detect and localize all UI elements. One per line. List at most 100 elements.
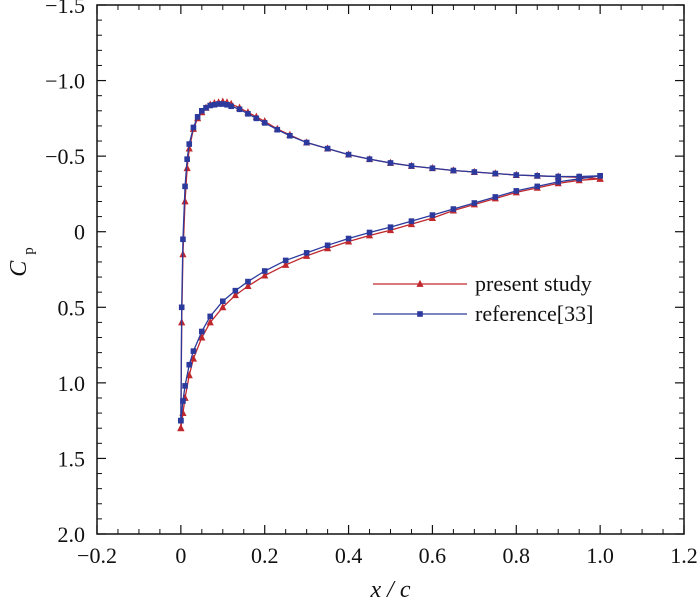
- data-point: [471, 169, 478, 175]
- data-point: [345, 151, 352, 158]
- y-tick-label: 2.0: [58, 522, 86, 547]
- data-point: [219, 101, 226, 107]
- data-point: [182, 183, 188, 190]
- data-point: [194, 114, 201, 120]
- data-point: [207, 313, 214, 320]
- data-point: [231, 290, 239, 299]
- data-point: [203, 104, 209, 111]
- data-point: [555, 179, 562, 185]
- x-tick-label: 0.4: [335, 543, 363, 568]
- data-point: [287, 132, 293, 139]
- data-point: [429, 212, 436, 218]
- data-point: [492, 194, 499, 200]
- data-point: [199, 328, 205, 335]
- data-point: [219, 303, 227, 311]
- data-point: [178, 304, 185, 311]
- data-point: [189, 354, 198, 362]
- x-tick-label: 0.2: [251, 543, 279, 568]
- y-tick-label: 0.5: [58, 295, 86, 320]
- data-point: [408, 163, 415, 169]
- data-point: [206, 318, 214, 326]
- y-tick-label: −1.5: [45, 0, 85, 18]
- data-point: [492, 170, 499, 177]
- data-point: [211, 101, 218, 108]
- x-tick-label: 0: [175, 543, 186, 568]
- series-present-study: [177, 97, 604, 432]
- plot-frame: [96, 4, 685, 535]
- data-point: [186, 361, 193, 368]
- legend-item: present study: [373, 271, 592, 296]
- axis-ticks: [96, 4, 685, 535]
- data-point: [324, 145, 331, 152]
- data-point: [215, 101, 222, 107]
- x-tick-label: 0.8: [503, 543, 531, 568]
- data-point: [198, 333, 206, 341]
- data-point: [576, 176, 582, 182]
- data-point: [190, 124, 197, 131]
- data-point: [236, 106, 243, 113]
- data-point: [274, 126, 281, 133]
- series-line-upper: [180, 101, 601, 429]
- data-point: [513, 188, 520, 194]
- data-point: [555, 173, 562, 180]
- y-tick-label: 1.0: [58, 371, 86, 396]
- data-point: [245, 111, 251, 117]
- data-point: [186, 141, 193, 147]
- data-point: [178, 417, 184, 424]
- data-point: [450, 167, 457, 174]
- legend-label: present study: [475, 271, 592, 296]
- data-point: [408, 218, 415, 224]
- y-axis-label: C p: [6, 247, 37, 277]
- y-tick-label: −0.5: [45, 144, 85, 169]
- data-point: [303, 250, 310, 256]
- legend-marker: [416, 279, 424, 287]
- data-point: [303, 139, 310, 146]
- y-tick-label: −1.0: [45, 69, 85, 94]
- data-point: [534, 172, 541, 179]
- data-point: [366, 229, 373, 236]
- y-axis-label-main: C: [6, 260, 32, 277]
- data-point: [261, 120, 268, 126]
- data-point: [387, 224, 394, 230]
- data-point: [261, 271, 269, 279]
- data-point: [207, 102, 214, 109]
- y-tick-label: 1.5: [58, 446, 86, 471]
- data-point: [345, 235, 352, 242]
- data-point: [184, 156, 190, 162]
- data-point: [180, 398, 186, 404]
- data-point: [199, 108, 205, 114]
- data-point: [224, 101, 230, 108]
- data-point: [429, 165, 436, 172]
- data-point: [232, 287, 239, 294]
- legend-label: reference[33]: [475, 301, 593, 326]
- data-point: [471, 200, 478, 206]
- legend: present study reference[33]: [373, 271, 593, 326]
- series-layer: [177, 97, 604, 432]
- x-tick-label: −0.2: [77, 543, 117, 568]
- legend-item: reference[33]: [373, 301, 593, 326]
- data-point: [450, 206, 457, 212]
- series-line-upper: [180, 103, 601, 421]
- data-point: [253, 115, 260, 122]
- data-point: [228, 103, 234, 110]
- data-point: [513, 172, 520, 178]
- data-point: [245, 278, 251, 285]
- series-reference-33: [178, 101, 603, 424]
- series-line-lower: [180, 175, 601, 421]
- axis-tick-labels: −0.2 0 0.2 0.4 0.6 0.8 1.0 1.2 −1.5 −1.0 −0.5 0 0.5 1…: [45, 0, 698, 568]
- x-tick-label: 1.0: [586, 543, 614, 568]
- data-point: [387, 160, 394, 166]
- x-tick-label: 1.2: [670, 543, 698, 568]
- data-point: [366, 156, 373, 162]
- data-point: [282, 260, 290, 268]
- data-point: [244, 281, 252, 290]
- data-point: [182, 383, 188, 389]
- x-tick-label: 0.6: [419, 543, 447, 568]
- data-point: [219, 298, 226, 305]
- y-axis-label-sub: p: [21, 247, 37, 255]
- x-axis-label: x / c: [370, 577, 411, 603]
- data-point: [282, 257, 289, 264]
- legend-marker: [417, 311, 423, 317]
